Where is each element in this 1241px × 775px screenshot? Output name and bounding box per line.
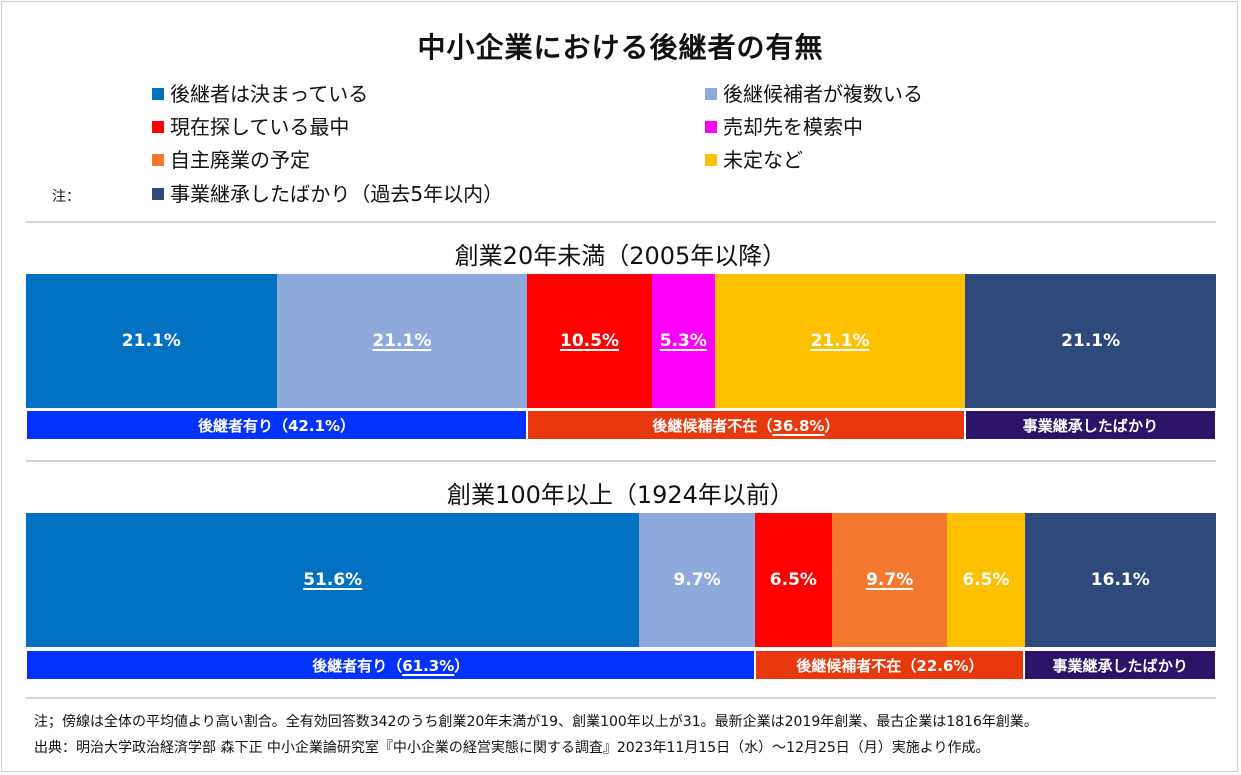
group-label: 事業継承したばかり [1022,416,1159,435]
group-label: 後継者有り（61.3%） [312,656,470,675]
legend-label: 後継候補者が複数いる [723,82,923,106]
legend-swatch [705,121,717,133]
legend-label: 事業継承したばかり（過去5年以内） [170,182,504,206]
legend-item: 売却先を模索中 [705,115,863,139]
divider [26,697,1216,699]
group-bar: 事業継承したばかり [1024,650,1216,680]
group-label: 後継者有り（42.1%） [197,416,356,435]
legend-swatch [152,154,164,166]
chart-2-subtitle: 創業100年以上（1924年以前） [447,481,794,509]
legend-item: 未定など [705,148,803,172]
bar-segment: 5.3% [651,274,715,408]
bar-segment: 6.5% [754,513,832,647]
group-bar: 後継者有り（61.3%） [26,650,756,680]
data-label: 21.1% [1061,331,1121,351]
bar-segment: 21.1% [26,274,277,408]
legend-item: 後継者は決まっている [152,82,368,106]
bar-segment: 21.1% [714,274,966,408]
legend-label: 未定など [723,148,803,172]
footer-note: 注；傍線は全体の平均値より高い割合。全有効回答数342のうち創業20年未満が19… [34,714,1038,730]
legend-note-label: 注： [52,189,80,205]
group-bar: 事業継承したばかり [964,410,1216,440]
data-label: 9.7% [866,570,914,590]
chart-2-stacked-bar: 51.6% 9.7% 6.5% 9.7% 6.5% 16.1% [26,513,1216,647]
data-label: 21.1% [121,331,181,351]
group-bar: 後継候補者不在（36.8%） [526,410,965,440]
legend-swatch [152,88,164,100]
legend-item: 現在探している最中 [152,115,349,139]
bar-segment: 6.5% [947,513,1025,647]
bar-segment: 16.1% [1024,513,1216,647]
bar-segment: 10.5% [527,274,652,408]
data-label: 6.5% [769,570,817,590]
group-bar: 後継候補者不在（22.6%） [755,650,1025,680]
legend-label: 後継者は決まっている [170,82,369,106]
bar-segment: 9.7% [639,513,755,647]
group-label: 後継候補者不在（36.8%） [652,416,840,435]
bar-segment: 9.7% [832,513,948,647]
legend-item: 後継候補者が複数いる [705,82,923,106]
divider [26,221,1216,223]
legend-item: 自主廃業の予定 [152,148,310,172]
group-bar: 後継者有り（42.1%） [26,410,527,440]
chart-1-group-bar: 後継者有り（42.1%） 後継候補者不在（36.8%） 事業継承したばかり [26,410,1216,440]
bar-segment: 51.6% [26,513,640,647]
group-label: 事業継承したばかり [1052,656,1188,675]
data-label: 21.1% [372,331,432,351]
chart-1-stacked-bar: 21.1% 21.1% 10.5% 5.3% 21.1% 21.1% [26,274,1216,408]
legend-label: 現在探している最中 [170,115,350,139]
chart-1-subtitle: 創業20年未満（2005年以降） [454,242,787,270]
data-label: 6.5% [962,570,1010,590]
divider [26,460,1216,462]
chart-2-group-bar: 後継者有り（61.3%） 後継候補者不在（22.6%） 事業継承したばかり [26,650,1216,680]
legend-swatch [705,154,717,166]
data-label: 16.1% [1090,570,1150,590]
group-label: 後継候補者不在（22.6%） [796,656,984,675]
bar-segment: 21.1% [965,274,1216,408]
legend-swatch [152,188,164,200]
legend-label: 自主廃業の予定 [170,148,310,172]
chart-title: 中小企業における後継者の有無 [417,31,824,64]
data-label: 10.5% [560,331,619,351]
data-label: 9.7% [673,570,721,590]
legend-label: 売却先を模索中 [723,115,863,139]
data-label: 5.3% [659,331,707,351]
bar-segment: 21.1% [276,274,528,408]
data-label: 51.6% [303,570,363,590]
legend-swatch [152,121,164,133]
data-label: 21.1% [810,331,870,351]
legend-swatch [705,88,717,100]
footer-source: 出典：明治大学政治経済学部 森下正 中小企業論研究室『中小企業の経営実態に関する… [34,740,990,756]
legend-item: 事業継承したばかり（過去5年以内） [152,182,503,206]
